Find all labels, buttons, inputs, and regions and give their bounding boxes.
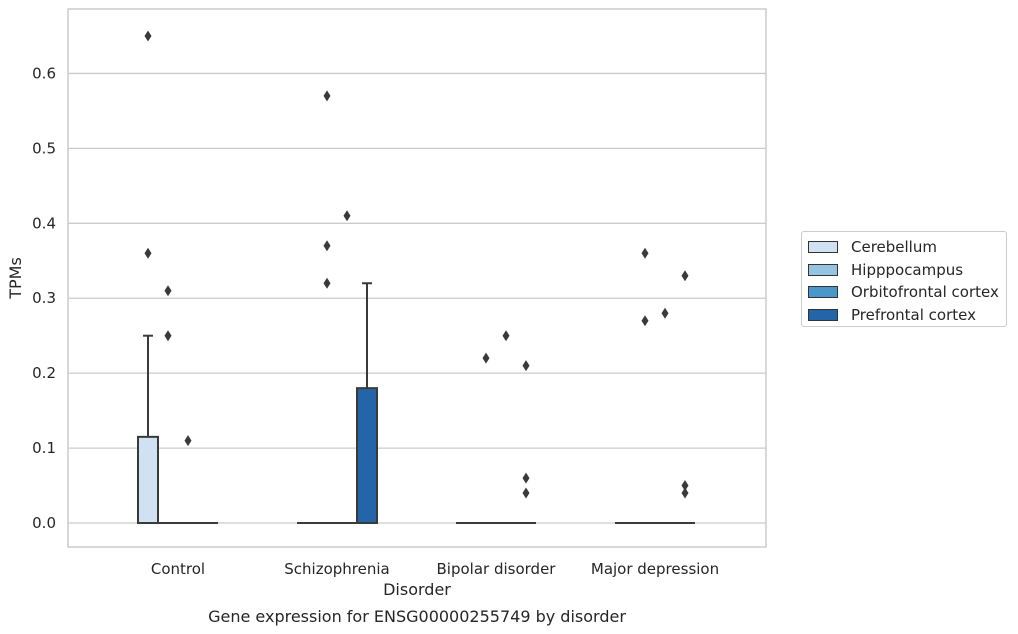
x-axis-ticks: Control Schizophrenia Bipolar disorder Majo… xyxy=(151,560,719,578)
outlier-point xyxy=(502,330,510,342)
outlier-point xyxy=(641,247,649,259)
outlier-point xyxy=(323,240,331,252)
legend-item-prefrontal-cortex: Prefrontal cortex xyxy=(808,304,1006,327)
outlier-point xyxy=(661,307,669,319)
x-axis-label: Disorder xyxy=(383,580,451,599)
y-tick-label: 0.2 xyxy=(32,364,56,382)
legend-item-hippocampus: Hipppocampus xyxy=(808,259,1006,282)
legend-item-orbitofrontal-cortex: Orbitofrontal cortex xyxy=(808,281,1006,304)
box-body xyxy=(137,435,159,525)
x-tick-label: Schizophrenia xyxy=(284,560,389,578)
outlier-point xyxy=(681,487,689,499)
y-tick-label: 0.0 xyxy=(32,514,56,532)
outlier-point xyxy=(144,30,152,42)
legend-label-orbitofrontal-cortex: Orbitofrontal cortex xyxy=(851,283,999,302)
y-tick-label: 0.4 xyxy=(32,214,56,232)
outlier-point xyxy=(522,487,530,499)
legend-swatch-prefrontal-cortex xyxy=(808,308,838,321)
x-tick-label: Major depression xyxy=(591,560,719,578)
outlier-point xyxy=(343,210,351,222)
y-tick-label: 0.6 xyxy=(32,64,56,82)
legend-item-cerebellum: Cerebellum xyxy=(808,236,1006,259)
legend-swatch-cerebellum xyxy=(808,241,838,254)
y-tick-label: 0.5 xyxy=(32,139,56,157)
outlier-point xyxy=(323,90,331,102)
box-body xyxy=(356,387,378,525)
outlier-point xyxy=(681,270,689,282)
y-tick-label: 0.1 xyxy=(32,439,56,457)
x-tick-label: Control xyxy=(151,560,205,578)
outlier-point xyxy=(522,472,530,484)
legend-label-prefrontal-cortex: Prefrontal cortex xyxy=(851,305,976,324)
box-prefrontal-cortex xyxy=(356,282,378,525)
outlier-point xyxy=(144,247,152,259)
boxes xyxy=(137,282,695,525)
legend-swatch-hippocampus xyxy=(808,263,838,276)
legend-swatch-orbitofrontal-cortex xyxy=(808,286,838,299)
outlier-point xyxy=(522,360,530,372)
chart-legend: Cerebellum Hipppocampus Orbitofrontal co… xyxy=(801,231,1007,327)
x-tick-label: Bipolar disorder xyxy=(437,560,557,578)
y-tick-label: 0.3 xyxy=(32,289,56,307)
outlier-point xyxy=(184,435,192,447)
grid-lines xyxy=(68,72,766,524)
y-axis-label: TPMs xyxy=(6,257,25,300)
legend-label-cerebellum: Cerebellum xyxy=(851,238,937,257)
outlier-point xyxy=(641,315,649,327)
outlier-point xyxy=(164,285,172,297)
legend-label-hippocampus: Hipppocampus xyxy=(851,260,964,279)
plot-area-frame xyxy=(67,8,767,548)
box-cerebellum xyxy=(137,334,159,525)
outlier-point xyxy=(164,330,172,342)
outlier-points xyxy=(144,30,689,499)
y-axis-ticks: 0.0 0.1 0.2 0.3 0.4 0.5 0.6 xyxy=(32,64,56,532)
chart-title: Gene expression for ENSG00000255749 by d… xyxy=(208,607,626,626)
outlier-point xyxy=(323,277,331,289)
outlier-point xyxy=(681,480,689,492)
outlier-point xyxy=(482,352,490,364)
